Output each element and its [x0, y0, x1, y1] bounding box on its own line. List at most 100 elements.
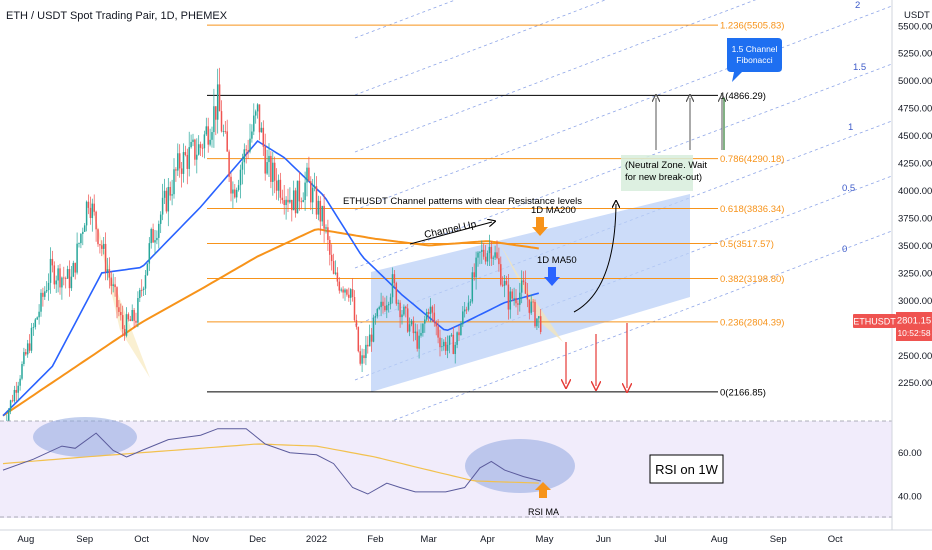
candle-body [89, 207, 92, 219]
candle-body [462, 311, 464, 325]
pitchfork-lines: 2 1.5 1 0.5 0 [354, 0, 893, 436]
candle-body [184, 152, 187, 155]
candle-body [273, 162, 276, 181]
candle-body [486, 253, 489, 262]
y-tick-label: 5250.00 [898, 49, 932, 60]
price-badge: ETHUSDT 2801.15 10:52:58 [853, 312, 932, 341]
candle-body [306, 167, 308, 183]
candle-body [235, 189, 238, 198]
candle-body [186, 154, 189, 169]
candle-body [378, 307, 380, 309]
candle-body [148, 243, 151, 264]
candle-body [490, 246, 493, 259]
candle-body [444, 341, 447, 351]
symbol-label: ETHUSDT [853, 317, 896, 327]
candle-body [114, 284, 116, 288]
channel-up-arrow [409, 222, 492, 245]
candle-body [365, 344, 367, 359]
candle-body [503, 280, 506, 286]
candle-body [387, 304, 390, 306]
candle-body [321, 205, 323, 222]
candle-body [127, 314, 130, 320]
candle-body [256, 104, 259, 112]
y-tick-label: 5000.00 [898, 76, 932, 87]
candle-body [201, 147, 204, 149]
candle-body [30, 327, 33, 351]
y-tick-label: 2500.00 [898, 351, 932, 362]
candle-body [420, 332, 422, 336]
candle-body [452, 334, 455, 354]
candle-body [275, 180, 278, 191]
candle-body [102, 243, 105, 249]
candle-body [190, 141, 192, 148]
candle-body [51, 258, 54, 266]
candle-body [154, 240, 156, 243]
candle-body [439, 337, 441, 347]
candle-body [45, 290, 48, 292]
candle-body [500, 264, 502, 285]
candle-body [108, 269, 111, 278]
candle-body [224, 131, 227, 132]
projection-arrow [573, 204, 616, 313]
candle-body [44, 291, 46, 297]
candle-body [167, 186, 170, 212]
candle-body [370, 334, 373, 342]
rsi-tick-label: 60.00 [898, 448, 922, 459]
y-tick-label: 4000.00 [898, 186, 932, 197]
candle-body [7, 410, 10, 422]
candle-body [78, 243, 80, 244]
candle-body [64, 278, 67, 279]
candle-body [93, 203, 95, 212]
rsi-highlight-ellipse [465, 439, 575, 493]
candle-body [471, 272, 474, 302]
candle-body [437, 326, 439, 338]
candle-body [327, 227, 329, 240]
candle-body [325, 227, 327, 229]
candle-body [520, 280, 523, 293]
candle-body [260, 127, 263, 133]
candle-body [158, 223, 160, 238]
candle-body [207, 126, 209, 145]
candle-body [473, 272, 475, 278]
candle-body [319, 200, 322, 222]
candle-body [133, 310, 135, 321]
fib-callout-line-2: Fibonacci [736, 55, 772, 65]
candle-body [372, 317, 375, 342]
current-price-badge [896, 312, 932, 341]
candle-body [197, 144, 200, 155]
candle-body [498, 258, 500, 265]
candle-body [266, 162, 268, 174]
candle-body [32, 327, 35, 328]
candle-body [196, 154, 198, 160]
candle-body [85, 201, 88, 226]
candle-body [49, 258, 52, 283]
candle-body [538, 316, 540, 319]
candle-body [59, 268, 61, 288]
fib-label: 0.236(2804.39) [720, 317, 784, 328]
candle-body [505, 280, 508, 285]
candle-body [300, 201, 303, 203]
candle-body [110, 277, 113, 286]
x-tick-label: Dec [249, 534, 266, 545]
rsi-background [0, 421, 892, 518]
candle-body [313, 186, 316, 188]
candle-body [270, 155, 272, 182]
candle-body [121, 315, 124, 330]
candle-body [330, 254, 333, 262]
candle-body [408, 324, 411, 332]
candle-body [507, 284, 510, 310]
candle-body [403, 306, 405, 315]
y-tick-label: 3500.00 [898, 241, 932, 252]
candle-body [42, 292, 44, 297]
candle-body [285, 199, 287, 206]
candle-body [359, 351, 361, 364]
candle-body [106, 269, 109, 272]
candle-body [25, 352, 27, 355]
candle-body [382, 301, 384, 306]
candle-body [139, 289, 141, 299]
candle-body [357, 327, 360, 352]
candle-body [159, 214, 162, 224]
candle-body [253, 115, 255, 132]
candle-body [460, 324, 462, 336]
